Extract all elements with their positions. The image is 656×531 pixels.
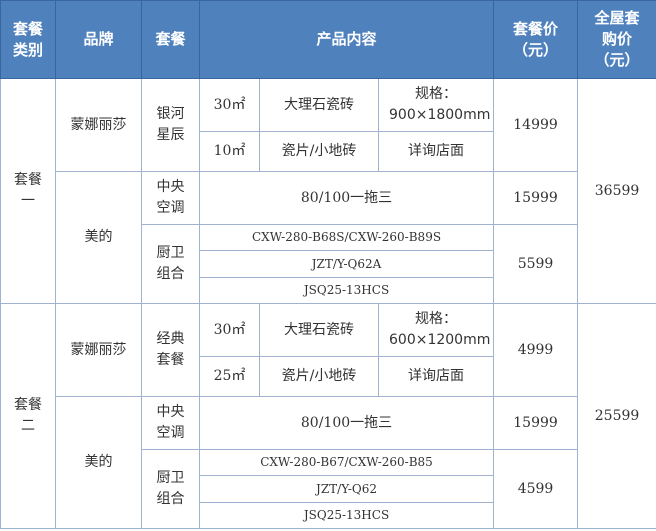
ac-price: 15999 — [493, 171, 579, 225]
midea-brand: 美的 — [55, 171, 142, 304]
kb-item: JZT/Y-Q62A — [198, 250, 495, 278]
kb-item: JSQ25-13HCS — [198, 277, 495, 304]
table-row: 10㎡ 瓷片/小地砖 详询店面 — [1, 131, 656, 172]
tile-area: 30㎡ — [199, 78, 260, 132]
table-row: 美的 中央空调 80/100一拖三 15999 — [1, 396, 656, 529]
tile-price: 14999 — [493, 78, 579, 172]
table-row: JSQ25-13HCS — [1, 277, 656, 304]
midea-brand: 美的 — [55, 396, 142, 529]
kb-name: 厨卫组合 — [141, 224, 200, 304]
table-row: 套餐一 蒙娜丽莎 银河星辰 30㎡ 大理石瓷砖 规格：900×1800mm 14999 365… — [0, 78, 656, 304]
total-price: 25599 — [577, 303, 656, 529]
table-row: 套餐二 蒙娜丽莎 经典套餐 30㎡ 大理石瓷砖 规格：600×1200mm 4999 2559… — [0, 303, 656, 529]
tile-package: 银河星辰 — [141, 78, 200, 172]
tile-spec: 详询店面 — [377, 356, 495, 397]
package-category: 套餐二 — [0, 303, 56, 529]
kb-name: 厨卫组合 — [141, 449, 200, 529]
tile-spec: 详询店面 — [377, 131, 495, 172]
tile-area: 30㎡ — [199, 303, 260, 357]
tile-area: 10㎡ — [199, 131, 260, 172]
tile-product: 大理石瓷砖 — [259, 303, 379, 357]
tile-spec: 规格：900×1800mm — [377, 78, 495, 132]
ac-content: 80/100一拖三 — [198, 396, 495, 450]
ac-name: 中央空调 — [141, 171, 200, 225]
tile-product: 大理石瓷砖 — [259, 78, 379, 132]
table-row: JZT/Y-Q62A — [1, 250, 656, 278]
ac-content: 80/100一拖三 — [198, 171, 495, 225]
table-row: JSQ25-13HCS — [1, 502, 656, 529]
package-category: 套餐一 — [0, 78, 56, 304]
header-brand: 品牌 — [55, 0, 142, 79]
header-row: 套餐类别 品牌 套餐 产品内容 套餐价（元） 全屋套购价（元） — [0, 0, 656, 79]
kb-price: 4599 — [493, 449, 579, 529]
header-package: 套餐 — [141, 0, 200, 79]
ac-name: 中央空调 — [141, 396, 200, 450]
tile-area: 25㎡ — [199, 356, 260, 397]
table-row: 厨卫组合 CXW-280-B68S/CXW-260-B89S 5599 — [1, 224, 656, 304]
total-price: 36599 — [577, 78, 656, 304]
table-row: 美的 中央空调 80/100一拖三 15999 — [1, 171, 656, 304]
tile-brand: 蒙娜丽莎 — [55, 78, 142, 172]
ac-price: 15999 — [493, 396, 579, 450]
kb-item: JZT/Y-Q62 — [198, 475, 495, 503]
table-row: 厨卫组合 CXW-280-B67/CXW-260-B85 4599 — [1, 449, 656, 529]
kb-item: JSQ25-13HCS — [198, 502, 495, 529]
tile-product: 瓷片/小地砖 — [259, 131, 379, 172]
header-category: 套餐类别 — [0, 0, 56, 79]
tile-package: 经典套餐 — [141, 303, 200, 397]
tile-brand: 蒙娜丽莎 — [55, 303, 142, 397]
kb-item: CXW-280-B68S/CXW-260-B89S — [198, 224, 495, 251]
header-content: 产品内容 — [198, 0, 495, 79]
tile-spec: 规格：600×1200mm — [377, 303, 495, 357]
header-package-price: 套餐价（元） — [493, 0, 579, 79]
tile-product: 瓷片/小地砖 — [259, 356, 379, 397]
kb-price: 5599 — [493, 224, 579, 304]
header-total-price: 全屋套购价（元） — [577, 0, 656, 79]
tile-price: 4999 — [493, 303, 579, 397]
kb-item: CXW-280-B67/CXW-260-B85 — [198, 449, 495, 476]
